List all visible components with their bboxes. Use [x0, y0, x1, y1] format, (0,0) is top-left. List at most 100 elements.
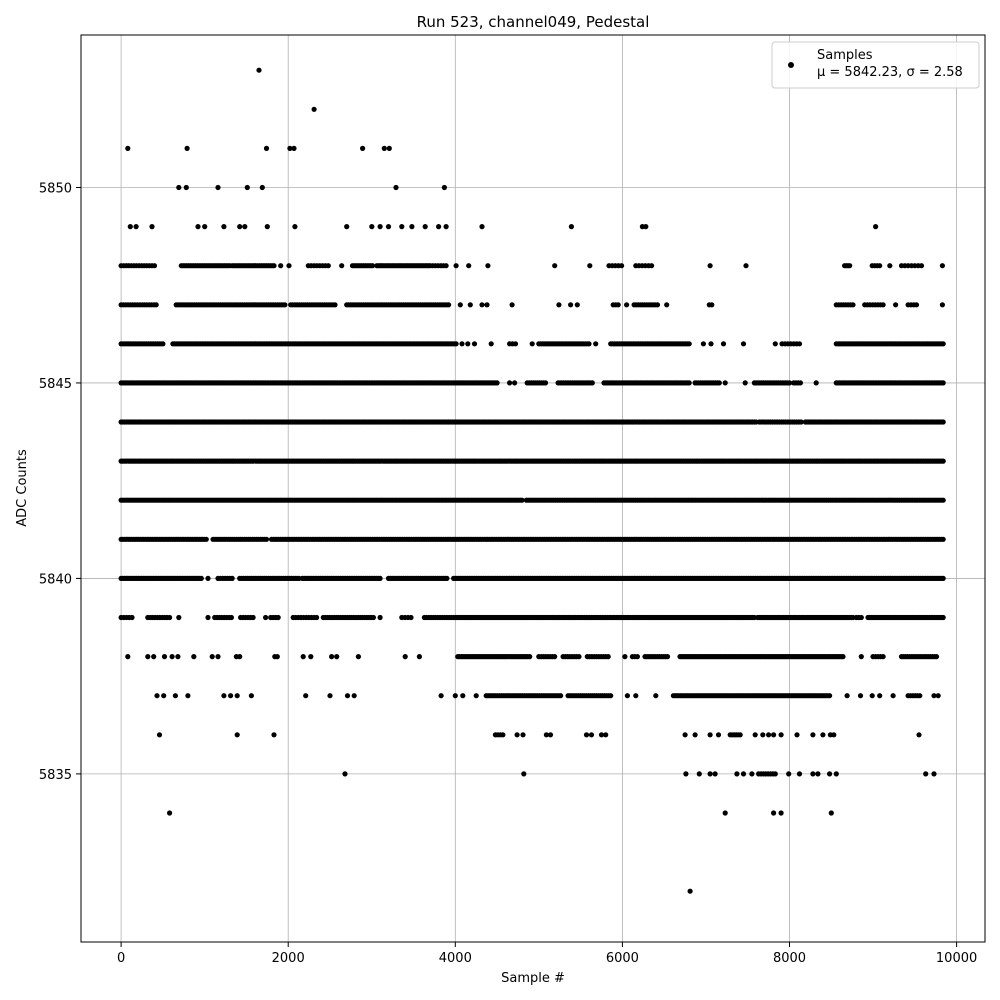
x-tick-label: 10000 [936, 951, 977, 966]
data-point [125, 654, 131, 660]
data-point [377, 224, 383, 230]
data-point [248, 693, 254, 699]
data-point [149, 224, 155, 230]
data-point [696, 771, 702, 777]
data-point [408, 614, 414, 621]
legend-marker [788, 62, 794, 68]
data-point [583, 732, 590, 738]
data-point [485, 263, 491, 269]
data-point [370, 263, 376, 269]
data-point [847, 263, 853, 269]
data-point [339, 263, 345, 269]
data-point [935, 693, 941, 699]
data-point [527, 654, 533, 660]
data-point [827, 693, 833, 699]
data-point [913, 302, 920, 308]
data-point [686, 380, 692, 386]
data-point [471, 341, 478, 347]
y-tick-label: 5835 [39, 768, 72, 783]
data-point [940, 458, 946, 464]
data-point [542, 380, 549, 386]
x-axis-label: Sample # [501, 971, 565, 986]
data-point [393, 184, 399, 191]
data-point [332, 302, 338, 308]
data-point [195, 224, 201, 230]
y-tick-label: 5845 [39, 377, 72, 392]
data-point [167, 810, 173, 816]
data-point [715, 732, 722, 738]
data-point [369, 224, 375, 230]
data-point [286, 263, 292, 269]
data-point [778, 810, 784, 816]
data-point [271, 263, 277, 269]
data-point [160, 341, 166, 347]
data-point [519, 497, 525, 503]
data-point [191, 654, 197, 660]
x-tick-label: 0 [117, 951, 125, 966]
data-point [228, 693, 234, 699]
data-point [810, 771, 816, 777]
data-point [712, 771, 718, 777]
data-point [940, 380, 946, 386]
data-point [772, 771, 778, 777]
data-point [466, 263, 472, 269]
data-point [716, 380, 722, 386]
data-point [778, 732, 784, 738]
data-point [794, 732, 800, 738]
data-point [244, 184, 250, 191]
data-point [772, 341, 778, 347]
data-point [529, 341, 535, 347]
data-point [151, 263, 158, 269]
legend: Samples μ = 5842.23, σ = 2.58 [771, 41, 980, 89]
data-point [939, 263, 946, 269]
data-point [598, 732, 605, 738]
data-point [151, 654, 157, 660]
data-point [931, 693, 937, 699]
data-point [303, 693, 309, 699]
data-point [608, 693, 614, 699]
data-point [370, 614, 376, 621]
data-point [831, 732, 837, 738]
data-point [198, 575, 204, 582]
data-point [654, 302, 661, 308]
data-point [484, 302, 490, 308]
data-point [125, 145, 131, 151]
data-point [707, 771, 713, 777]
data-point [568, 302, 574, 308]
data-point [465, 341, 471, 347]
data-point [587, 263, 593, 269]
plot-frame [80, 34, 986, 943]
data-point [509, 302, 515, 308]
data-point [933, 654, 940, 660]
data-point [749, 771, 755, 777]
x-tick-label: 4000 [439, 951, 472, 966]
data-point [869, 693, 875, 699]
data-point [940, 536, 946, 542]
data-point [643, 224, 649, 230]
data-point [344, 693, 351, 699]
data-point [176, 184, 182, 191]
data-point [873, 224, 879, 230]
data-point [552, 263, 558, 269]
data-point [185, 693, 191, 699]
data-point [234, 693, 240, 699]
chart-title: Run 523, channel049, Pedestal [417, 13, 650, 31]
data-point [169, 654, 175, 660]
data-point [887, 263, 893, 269]
data-point [633, 693, 639, 699]
data-point [467, 302, 473, 308]
data-point [709, 302, 715, 308]
data-point [300, 654, 306, 660]
data-point [686, 341, 692, 347]
data-point [511, 380, 518, 386]
data-point [446, 302, 452, 308]
data-point [205, 614, 211, 621]
data-point [586, 341, 592, 347]
data-point [381, 145, 387, 151]
data-point [752, 732, 758, 738]
data-point [154, 693, 160, 699]
data-point [263, 614, 269, 621]
data-point [568, 224, 575, 230]
data-point [737, 732, 743, 738]
